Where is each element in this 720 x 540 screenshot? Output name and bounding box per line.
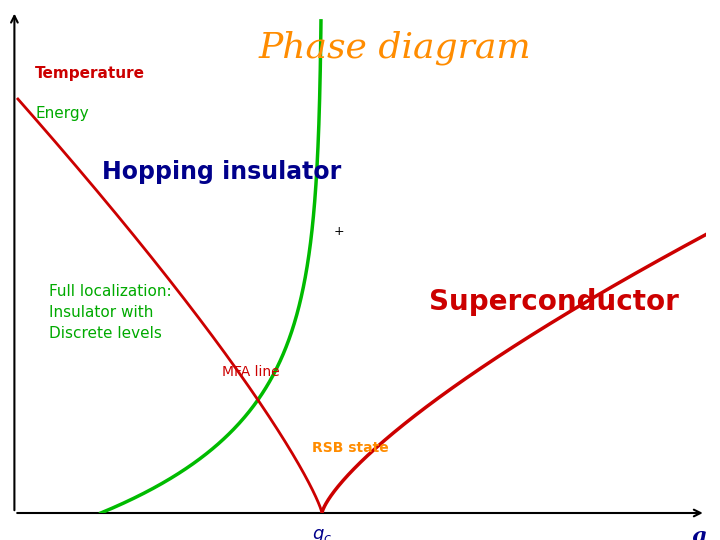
- Text: g: g: [691, 525, 706, 540]
- Text: Full localization:
Insulator with
Discrete levels: Full localization: Insulator with Discre…: [49, 284, 171, 341]
- Text: Superconductor: Superconductor: [428, 288, 678, 316]
- Text: RSB state: RSB state: [312, 441, 388, 455]
- Text: Phase diagram: Phase diagram: [258, 31, 531, 65]
- Text: Energy: Energy: [35, 106, 89, 121]
- Text: $g_c$: $g_c$: [312, 526, 332, 540]
- Text: +: +: [334, 225, 345, 238]
- Text: MFA line: MFA line: [222, 366, 279, 380]
- Text: Hopping insulator: Hopping insulator: [102, 159, 341, 184]
- Text: Temperature: Temperature: [35, 66, 145, 81]
